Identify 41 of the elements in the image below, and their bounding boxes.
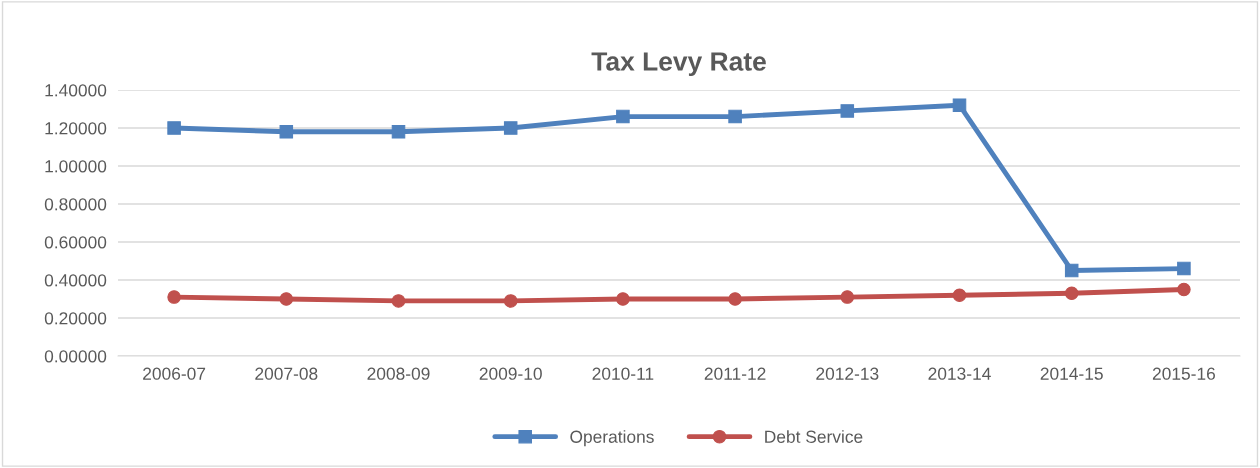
x-tick-label: 2013-14: [928, 367, 991, 380]
point: [1064, 286, 1079, 301]
y-tick-label: 1.20000: [45, 122, 107, 135]
x-tick-label: 2006-07: [143, 367, 206, 380]
point: [167, 290, 181, 304]
x-tick-label: 2014-15: [1040, 367, 1103, 380]
x-tick-label: 2009-10: [479, 367, 542, 380]
chart-title: Tax Levy Rate: [591, 52, 766, 77]
y-tick-label: 0.40000: [44, 274, 107, 287]
y-tick-label: 1.00000: [45, 160, 107, 173]
point: [952, 98, 967, 112]
point: [840, 290, 855, 304]
point: [1064, 263, 1079, 278]
x-tick-label: 2015-16: [1152, 367, 1215, 380]
point: [1177, 261, 1191, 276]
point: [279, 125, 294, 139]
point: [840, 104, 855, 118]
point: [279, 292, 294, 306]
legend-label: Debt Service: [765, 430, 863, 443]
point: [616, 292, 630, 306]
point: [616, 109, 630, 124]
point: [391, 294, 406, 308]
point: [1177, 282, 1191, 297]
y-tick-label: 0.00000: [44, 350, 107, 363]
x-tick-label: 2007-08: [255, 367, 318, 380]
x-tick-label: 2012-13: [816, 367, 879, 380]
y-tick-label: 0.80000: [44, 198, 107, 211]
point: [503, 294, 518, 308]
legend-label: Operations: [570, 430, 654, 447]
point: [952, 288, 967, 302]
y-tick-label: 0.60000: [44, 236, 107, 249]
x-tick-label: 2008-09: [367, 367, 430, 380]
point: [503, 121, 518, 135]
point: [728, 292, 742, 306]
point: [391, 125, 406, 139]
x-tick-label: 2010-11: [592, 367, 654, 380]
point: [728, 109, 742, 124]
y-tick-label: 0.20000: [44, 312, 107, 325]
point: [167, 121, 181, 135]
x-tick-label: 2011-12: [704, 367, 766, 380]
y-tick-label: 1.40000: [45, 84, 107, 97]
